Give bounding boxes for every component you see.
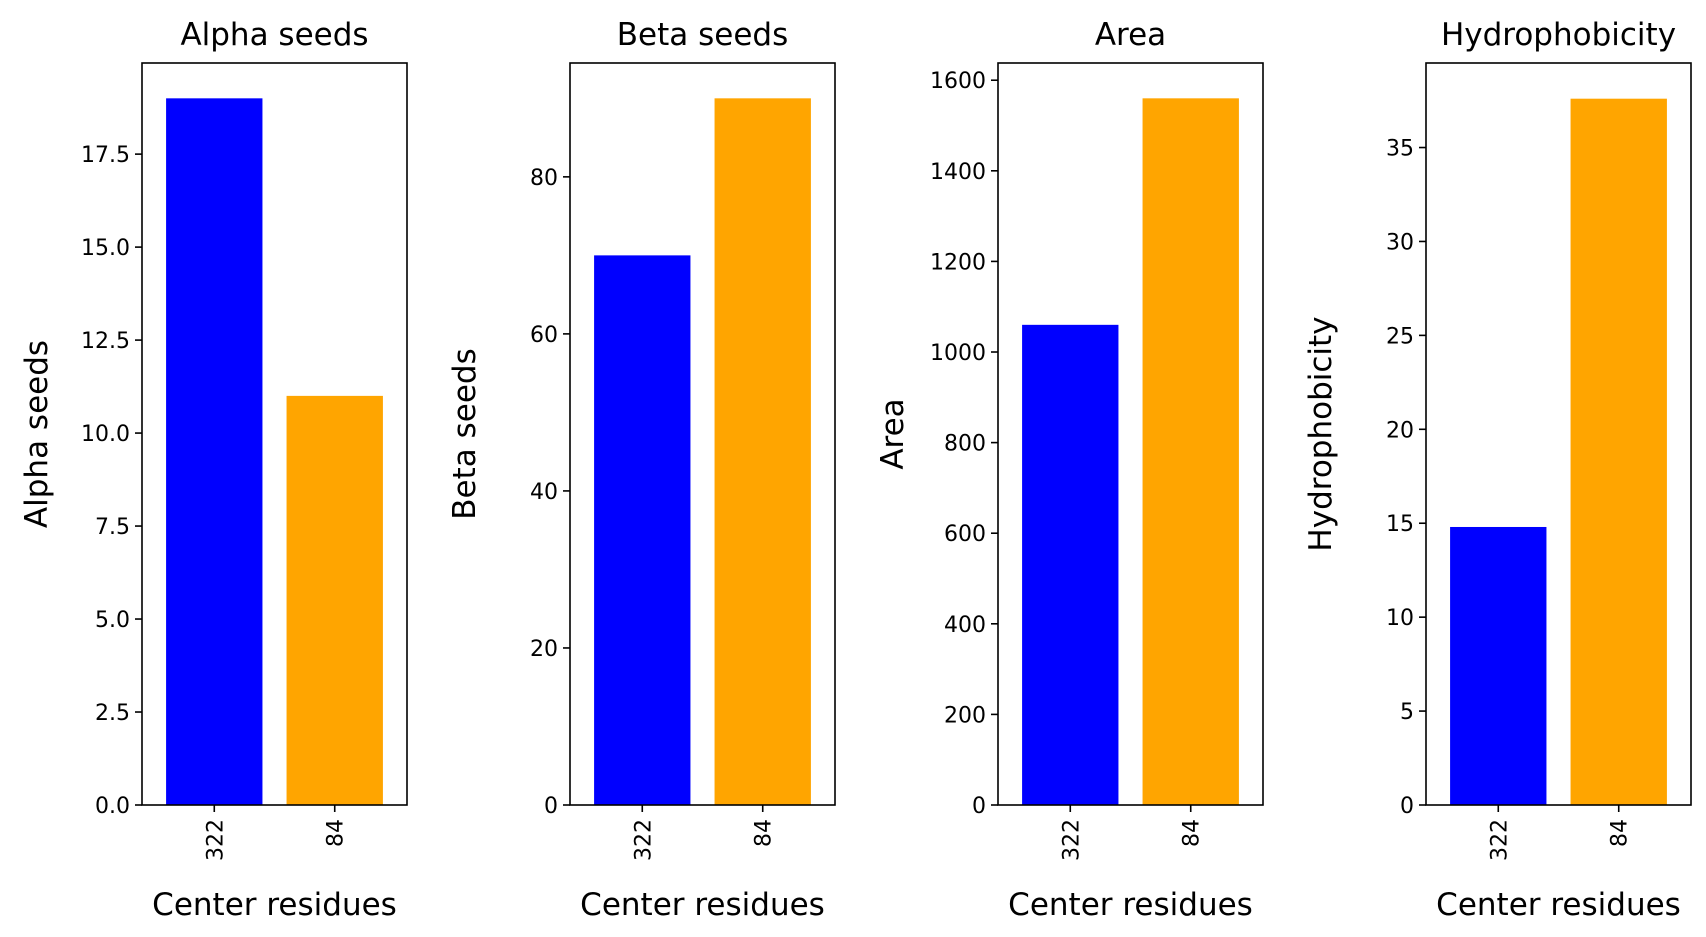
ytick-label-3-2: 400 xyxy=(944,613,986,638)
bar-3-84 xyxy=(1142,98,1239,805)
ytick-label-1-5: 12.5 xyxy=(81,329,130,354)
ytick-label-3-3: 600 xyxy=(944,522,986,547)
y-axis-label-1: Alpha seeds xyxy=(19,340,55,528)
ytick-label-4-1: 5 xyxy=(1400,700,1414,725)
ytick-label-4-6: 30 xyxy=(1386,230,1414,255)
chart-title-1: Alpha seeds xyxy=(180,17,368,53)
ytick-label-2-3: 60 xyxy=(530,323,558,348)
ytick-label-1-1: 2.5 xyxy=(95,701,130,726)
ytick-label-4-4: 20 xyxy=(1386,418,1414,443)
bar-4-322 xyxy=(1450,526,1547,805)
ytick-label-3-0: 0 xyxy=(972,794,986,819)
bar-1-84 xyxy=(286,395,383,805)
y-axis-label-4: Hydrophobicity xyxy=(1303,316,1339,551)
axes-frame-3 xyxy=(997,62,1264,806)
xtick-label-4-0: 322 xyxy=(1487,819,1512,861)
ytick-label-3-1: 200 xyxy=(944,703,986,728)
ytick-label-3-8: 1600 xyxy=(930,69,986,94)
xtick-label-1-0: 322 xyxy=(203,819,228,861)
axes-frame-1 xyxy=(141,62,408,806)
bar-3-322 xyxy=(1022,324,1119,805)
bar-2-322 xyxy=(594,255,691,805)
xtick-label-4-1: 84 xyxy=(1608,819,1633,847)
ytick-label-4-5: 25 xyxy=(1386,324,1414,349)
ytick-label-4-7: 35 xyxy=(1386,137,1414,162)
ytick-label-1-2: 5.0 xyxy=(95,608,130,633)
y-axis-label-2: Beta seeds xyxy=(447,348,483,519)
x-axis-label-1: Center residues xyxy=(152,887,397,923)
chart-title-2: Beta seeds xyxy=(617,17,788,53)
ytick-label-1-6: 15.0 xyxy=(81,236,130,261)
bar-4-84 xyxy=(1570,98,1667,805)
ytick-label-2-0: 0 xyxy=(544,794,558,819)
chart-title-4: Hydrophobicity xyxy=(1441,17,1676,53)
ytick-label-1-7: 17.5 xyxy=(81,143,130,168)
chart-title-3: Area xyxy=(1095,17,1166,53)
ytick-label-3-4: 800 xyxy=(944,432,986,457)
xtick-label-3-1: 84 xyxy=(1180,819,1205,847)
ytick-label-1-3: 7.5 xyxy=(95,515,130,540)
ytick-label-2-2: 40 xyxy=(530,480,558,505)
xtick-label-3-0: 322 xyxy=(1059,819,1084,861)
ytick-label-2-1: 20 xyxy=(530,637,558,662)
x-axis-label-2: Center residues xyxy=(580,887,825,923)
bar-2-84 xyxy=(714,98,811,805)
xtick-label-2-1: 84 xyxy=(752,819,777,847)
ytick-label-4-2: 10 xyxy=(1386,606,1414,631)
axes-frame-4 xyxy=(1425,62,1692,806)
ytick-label-2-4: 80 xyxy=(530,166,558,191)
xtick-label-1-1: 84 xyxy=(324,819,349,847)
ytick-label-4-0: 0 xyxy=(1400,794,1414,819)
ytick-label-1-4: 10.0 xyxy=(81,422,130,447)
ytick-label-4-3: 15 xyxy=(1386,512,1414,537)
xtick-label-2-0: 322 xyxy=(631,819,656,861)
axes-frame-2 xyxy=(569,62,836,806)
ytick-label-3-5: 1000 xyxy=(930,341,986,366)
bar-1-322 xyxy=(166,98,263,805)
x-axis-label-3: Center residues xyxy=(1008,887,1253,923)
y-axis-label-3: Area xyxy=(875,398,911,469)
ytick-label-3-7: 1400 xyxy=(930,160,986,185)
ytick-label-1-0: 0.0 xyxy=(95,794,130,819)
x-axis-label-4: Center residues xyxy=(1436,887,1681,923)
ytick-label-3-6: 1200 xyxy=(930,250,986,275)
